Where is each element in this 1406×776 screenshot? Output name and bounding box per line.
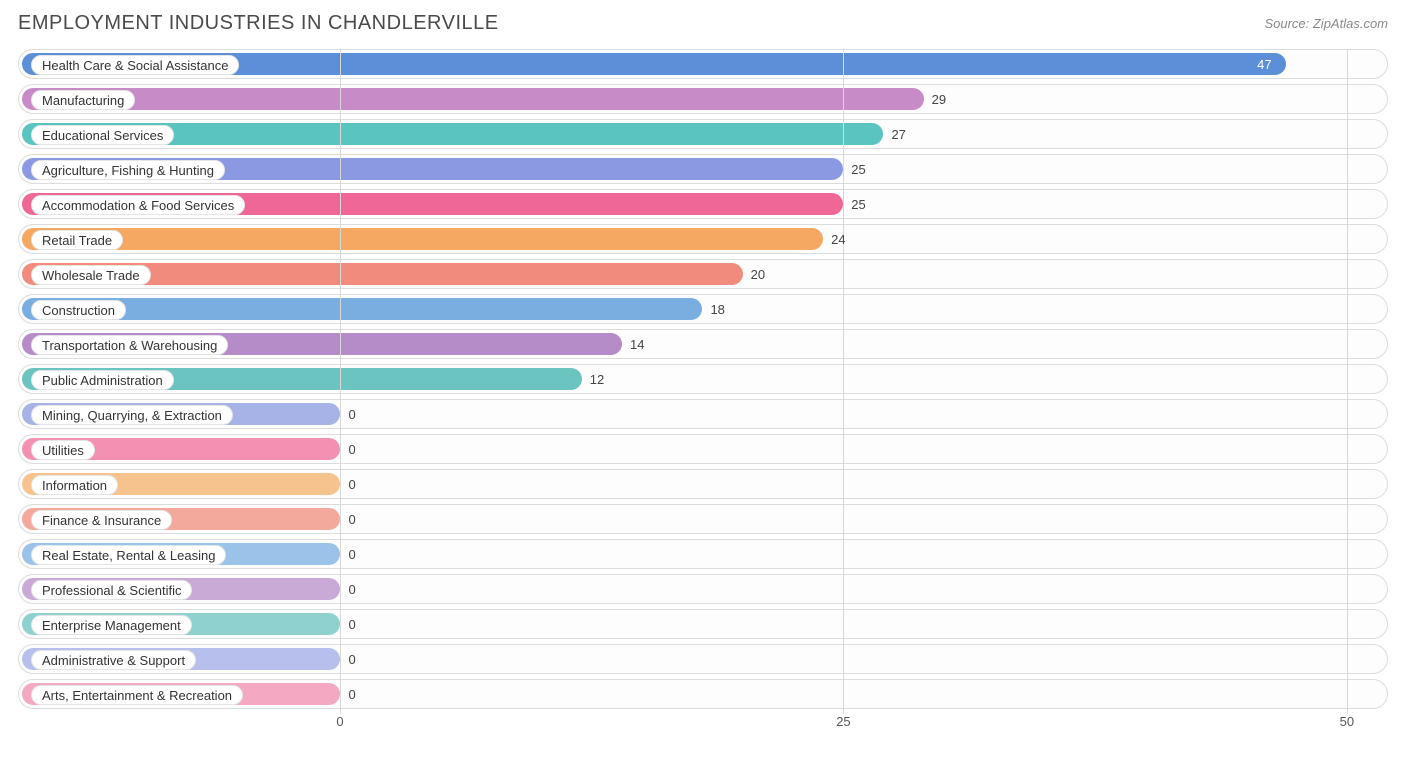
bar-label: Construction	[31, 300, 126, 320]
bar-row: Public Administration 12	[18, 364, 1388, 394]
bar-fill	[22, 228, 823, 250]
bar-value: 0	[348, 505, 355, 535]
bar-row: Accommodation & Food Services 25	[18, 189, 1388, 219]
bar-row: Agriculture, Fishing & Hunting 25	[18, 154, 1388, 184]
bar-value: 0	[348, 575, 355, 605]
bar-value: 24	[831, 225, 845, 255]
bar-row: Retail Trade 24	[18, 224, 1388, 254]
chart-source: Source: ZipAtlas.com	[1264, 16, 1388, 31]
bar-label: Manufacturing	[31, 90, 135, 110]
bar-row: Finance & Insurance 0	[18, 504, 1388, 534]
bar-value: 47	[1257, 50, 1271, 80]
bar-value: 0	[348, 470, 355, 500]
bar-row: Administrative & Support 0	[18, 644, 1388, 674]
bar-value: 12	[590, 365, 604, 395]
bar-label: Mining, Quarrying, & Extraction	[31, 405, 233, 425]
bar-value: 0	[348, 680, 355, 710]
bar-value: 29	[932, 85, 946, 115]
bar-value: 0	[348, 540, 355, 570]
bar-label: Real Estate, Rental & Leasing	[31, 545, 226, 565]
grid-line	[1347, 49, 1348, 714]
bar-value: 25	[851, 155, 865, 185]
bar-label: Public Administration	[31, 370, 174, 390]
bar-row: Construction 18	[18, 294, 1388, 324]
bar-row: Health Care & Social Assistance 47	[18, 49, 1388, 79]
bar-label: Retail Trade	[31, 230, 123, 250]
bar-label: Finance & Insurance	[31, 510, 172, 530]
bar-label: Transportation & Warehousing	[31, 335, 228, 355]
bar-row: Enterprise Management 0	[18, 609, 1388, 639]
bar-row: Educational Services 27	[18, 119, 1388, 149]
axis-tick-label: 25	[836, 714, 850, 729]
grid-line	[843, 49, 844, 714]
bar-value: 20	[751, 260, 765, 290]
bar-label: Arts, Entertainment & Recreation	[31, 685, 243, 705]
bar-row: Mining, Quarrying, & Extraction 0	[18, 399, 1388, 429]
bar-value: 18	[710, 295, 724, 325]
bar-value: 27	[891, 120, 905, 150]
chart-header: EMPLOYMENT INDUSTRIES IN CHANDLERVILLE S…	[18, 12, 1388, 35]
grid-line	[340, 49, 341, 714]
chart-title: EMPLOYMENT INDUSTRIES IN CHANDLERVILLE	[18, 12, 499, 35]
bar-label: Educational Services	[31, 125, 174, 145]
bar-label: Utilities	[31, 440, 95, 460]
bar-value: 0	[348, 400, 355, 430]
axis-tick-label: 0	[336, 714, 343, 729]
bar-label: Accommodation & Food Services	[31, 195, 245, 215]
bar-label: Health Care & Social Assistance	[31, 55, 239, 75]
bar-row: Manufacturing 29	[18, 84, 1388, 114]
bar-label: Information	[31, 475, 118, 495]
bar-label: Professional & Scientific	[31, 580, 192, 600]
bar-label: Agriculture, Fishing & Hunting	[31, 160, 225, 180]
bar-fill	[22, 88, 924, 110]
bar-label: Wholesale Trade	[31, 265, 151, 285]
bar-row: Real Estate, Rental & Leasing 0	[18, 539, 1388, 569]
bar-label: Administrative & Support	[31, 650, 196, 670]
bar-row: Wholesale Trade 20	[18, 259, 1388, 289]
bar-label: Enterprise Management	[31, 615, 192, 635]
bar-value: 0	[348, 435, 355, 465]
bar-value: 0	[348, 645, 355, 675]
bar-row: Transportation & Warehousing 14	[18, 329, 1388, 359]
bar-row: Utilities 0	[18, 434, 1388, 464]
bar-value: 25	[851, 190, 865, 220]
x-axis: 0 25 50	[18, 714, 1388, 738]
bar-value: 14	[630, 330, 644, 360]
axis-tick-label: 50	[1340, 714, 1354, 729]
bar-value: 0	[348, 610, 355, 640]
bar-row: Professional & Scientific 0	[18, 574, 1388, 604]
chart-area: Health Care & Social Assistance 47 Manufac…	[18, 49, 1388, 738]
bar-row: Arts, Entertainment & Recreation 0	[18, 679, 1388, 709]
bar-row: Information 0	[18, 469, 1388, 499]
